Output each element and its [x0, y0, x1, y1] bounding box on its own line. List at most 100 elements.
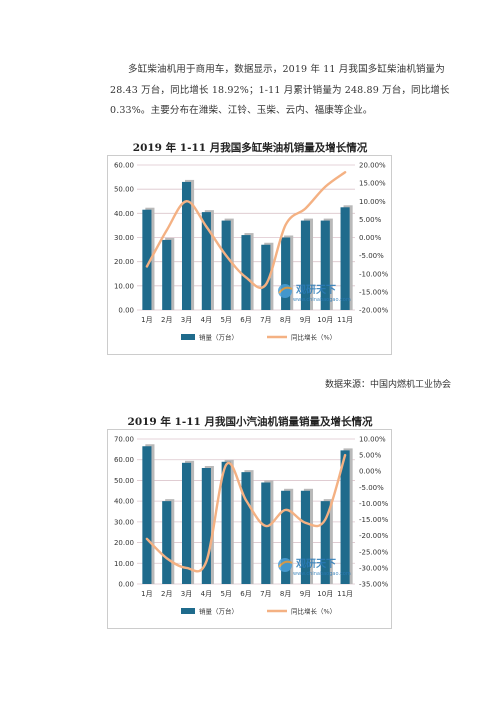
y-right-tick-label: -30.00%	[359, 564, 389, 572]
legend-bar-swatch	[181, 608, 195, 614]
y-right-tick-label: -35.00%	[359, 581, 389, 589]
x-tick-label: 11月	[337, 316, 353, 324]
legend-line-label: 同比增长（%）	[291, 607, 336, 616]
x-tick-label: 10月	[317, 316, 333, 324]
bar	[201, 212, 211, 310]
y-left-tick-label: 30.00	[114, 234, 134, 242]
bar	[261, 482, 271, 584]
x-tick-label: 6月	[240, 590, 251, 598]
y-left-tick-label: 60.00	[114, 162, 134, 170]
bar	[162, 239, 172, 310]
watermark-url: www.chinabaogao.com	[293, 571, 351, 577]
x-tick-label: 2月	[161, 590, 172, 598]
chart-1-title: 2019 年 1-11 月我国多缸柴油机销量及增长情况	[132, 142, 368, 154]
data-source: 数据来源：中国内燃机工业协会	[324, 380, 451, 390]
legend-bar-label: 销量（万台）	[199, 333, 238, 342]
y-left-tick-label: 0.00	[118, 307, 134, 315]
x-tick-label: 9月	[300, 590, 311, 598]
x-tick-label: 4月	[201, 590, 212, 598]
y-right-tick-label: 5.00%	[359, 216, 382, 224]
x-tick-label: 3月	[181, 316, 192, 324]
y-right-tick-label: 0.00%	[359, 468, 382, 476]
chart-1-svg: 0.00 10.00 20.00 30.00 40.00 50.00 60.00 -20.00…	[107, 155, 392, 355]
y-left-tick-label: 20.00	[114, 258, 134, 266]
x-tick-label: 8月	[280, 316, 291, 324]
watermark-brand: 观研天下	[296, 284, 336, 296]
bar	[181, 462, 192, 584]
x-tick-label: 10月	[317, 590, 333, 598]
bar	[340, 207, 350, 310]
x-tick-label: 1月	[141, 316, 152, 324]
y-right-tick-label: 0.00%	[359, 234, 382, 242]
bar	[181, 181, 192, 310]
x-tick-label: 3月	[181, 590, 192, 598]
y-right-tick-label: 20.00%	[359, 162, 386, 170]
chart-1-diesel-sales: 0.00 10.00 20.00 30.00 40.00 50.00 60.00 -20.00…	[107, 155, 392, 355]
y-left-tick-label: 40.00	[114, 498, 134, 506]
y-left-tick-label: 70.00	[114, 436, 134, 444]
watermark-swoosh-icon	[278, 560, 293, 568]
y-right-tick-label: -10.00%	[359, 270, 389, 278]
y-right-tick-label: -10.00%	[359, 500, 389, 508]
chart-2-svg: 0.00 10.00 20.00 30.00 40.00 50.00 60.00 70.00 -…	[107, 429, 392, 629]
y-right-tick-label: -5.00%	[359, 484, 384, 492]
x-tick-label: 9月	[300, 316, 311, 324]
bar	[340, 450, 350, 584]
bar	[300, 220, 311, 310]
y-left-tick-label: 50.00	[114, 186, 134, 194]
growth-line	[145, 171, 347, 290]
y-right-tick-label: 10.00%	[359, 198, 386, 206]
bar	[281, 237, 291, 310]
bar	[221, 220, 231, 310]
y-right-tick-label: -25.00%	[359, 548, 389, 556]
growth-line	[145, 453, 347, 573]
bar	[162, 501, 172, 584]
y-left-tick-label: 10.00	[114, 560, 134, 568]
watermark-swoosh-icon	[278, 286, 293, 294]
x-tick-label: 5月	[220, 590, 231, 598]
bar	[221, 461, 231, 584]
y-right-tick-label: 15.00%	[359, 180, 386, 188]
bar	[142, 446, 152, 584]
bar	[320, 501, 330, 584]
y-left-tick-label: 50.00	[114, 477, 134, 485]
x-tick-label: 7月	[260, 316, 271, 324]
y-right-tick-label: -20.00%	[359, 532, 389, 540]
y-left-tick-label: 40.00	[114, 210, 134, 218]
watermark-brand: 观研天下	[296, 558, 336, 570]
x-tick-label: 8月	[280, 590, 291, 598]
y-left-tick-label: 10.00	[114, 282, 134, 290]
x-tick-label: 11月	[337, 590, 353, 598]
x-tick-label: 2月	[161, 316, 172, 324]
chart-2-gasoline-sales: 0.00 10.00 20.00 30.00 40.00 50.00 60.00 70.00 -…	[107, 429, 392, 629]
intro-paragraph: 多缸柴油机用于商用车，数据显示，2019 年 11 月我国多缸柴油机销量为 28…	[110, 64, 450, 116]
y-left-tick-label: 30.00	[114, 518, 134, 526]
y-right-tick-label: 10.00%	[359, 436, 386, 444]
bar	[300, 490, 311, 584]
legend-line-label: 同比增长（%）	[291, 333, 336, 342]
bar	[201, 468, 211, 584]
bar	[241, 472, 251, 584]
bar	[241, 235, 251, 310]
y-right-tick-label: -20.00%	[359, 307, 389, 315]
bar	[320, 220, 330, 310]
x-tick-label: 1月	[141, 590, 152, 598]
y-left-tick-label: 0.00	[118, 581, 134, 589]
x-tick-label: 7月	[260, 590, 271, 598]
bar	[142, 209, 152, 310]
y-right-tick-label: -15.00%	[359, 516, 389, 524]
y-left-tick-label: 20.00	[114, 539, 134, 547]
y-right-tick-label: -15.00%	[359, 288, 389, 296]
y-right-tick-label: 5.00%	[359, 452, 382, 460]
y-right-tick-label: -5.00%	[359, 252, 384, 260]
y-left-tick-label: 60.00	[114, 456, 134, 464]
bar	[281, 490, 291, 584]
legend-bar-label: 销量（万台）	[199, 607, 238, 616]
bar	[261, 244, 271, 310]
x-tick-label: 5月	[220, 316, 231, 324]
legend-bar-swatch	[181, 334, 195, 340]
x-tick-label: 6月	[240, 316, 251, 324]
watermark-url: www.chinabaogao.com	[293, 297, 351, 303]
